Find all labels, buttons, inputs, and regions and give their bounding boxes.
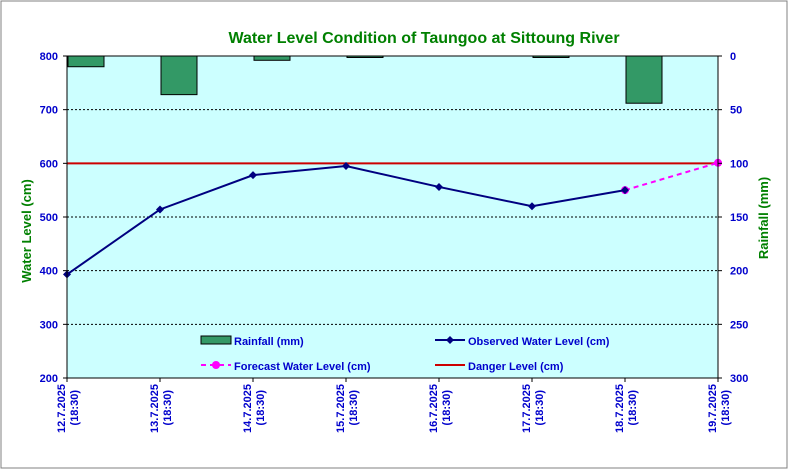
x-tick-label: 13.7.2025 (18:30) — [149, 384, 174, 433]
x-tick-time: (18:30) — [627, 390, 639, 426]
y-left-tick-label: 800 — [40, 51, 58, 63]
x-tick-label: 16.7.2025 (18:30) — [428, 384, 453, 433]
y-right-tick-label: 200 — [730, 266, 748, 278]
legend-observed-marker — [446, 336, 454, 344]
x-tick-time: (18:30) — [534, 390, 546, 426]
x-tick-date: 13.7.2025 — [149, 384, 161, 433]
legend: Rainfall (mm) Observed Water Level (cm) Fo… — [200, 335, 610, 373]
y-left-tick-label: 400 — [40, 266, 58, 278]
x-tick-time: (18:30) — [162, 390, 174, 426]
x-tick-time: (18:30) — [255, 390, 267, 426]
x-tick-date: 18.7.2025 — [614, 384, 626, 433]
y-right-tick-label: 50 — [730, 105, 742, 117]
legend-label: Observed Water Level (cm) — [468, 336, 610, 348]
y-left-tick-label: 200 — [40, 373, 58, 385]
x-tick-date: 12.7.2025 — [56, 384, 68, 433]
observed-point — [435, 182, 443, 191]
x-tick-label: 18.7.2025 (18:30) — [614, 384, 639, 433]
y-axis-left-title: Water Level (cm) — [19, 179, 34, 283]
x-tick-label: 15.7.2025 (18:30) — [335, 384, 360, 433]
y-left-tick-label: 600 — [40, 158, 58, 170]
x-tick-date: 14.7.2025 — [242, 384, 254, 433]
x-tick-time: (18:30) — [441, 390, 453, 426]
y-left-tick-label: 300 — [40, 319, 58, 331]
water-level-lines — [63, 158, 722, 279]
rainfall-bar — [253, 55, 291, 61]
y-axis-right-title: Rainfall (mm) — [756, 177, 771, 259]
observed-point — [621, 186, 629, 195]
legend-rainfall-swatch — [200, 335, 232, 345]
observed-point — [342, 162, 350, 171]
rainfall-bar — [625, 55, 663, 104]
x-tick-date: 16.7.2025 — [428, 384, 440, 433]
rainfall-bar — [160, 55, 198, 96]
x-tick-date: 15.7.2025 — [335, 384, 347, 433]
y-right-tick-label: 0 — [730, 51, 736, 63]
x-tick-time: (18:30) — [69, 390, 81, 426]
forecast-line — [624, 161, 719, 192]
y-left-tick-label: 700 — [40, 105, 58, 117]
y-right-tick-label: 300 — [730, 373, 748, 385]
x-tick-time: (18:30) — [720, 390, 732, 426]
x-tick-label: 17.7.2025 (18:30) — [521, 384, 546, 433]
legend-label: Forecast Water Level (cm) — [234, 361, 371, 373]
x-tick-date: 17.7.2025 — [521, 384, 533, 433]
legend-forecast-marker — [212, 361, 220, 369]
y-right-tick-label: 250 — [730, 319, 748, 331]
observed-point — [249, 171, 257, 180]
y-left-tick-label: 500 — [40, 212, 58, 224]
x-tick-label: 14.7.2025 (18:30) — [242, 384, 267, 433]
rainfall-bar — [67, 55, 105, 68]
x-tick-label: 19.7.2025 (18:30) — [707, 384, 732, 433]
x-tick-date: 19.7.2025 — [707, 384, 719, 433]
legend-label: Danger Level (cm) — [468, 361, 564, 373]
x-tick-time: (18:30) — [348, 390, 360, 426]
legend-label: Rainfall (mm) — [234, 336, 304, 348]
observed-point — [156, 205, 164, 214]
x-tick-label: 12.7.2025 (18:30) — [56, 384, 81, 433]
y-right-tick-label: 150 — [730, 212, 748, 224]
y-right-tick-label: 100 — [730, 158, 748, 170]
observed-point — [528, 202, 536, 211]
chart-title: Water Level Condition of Taungoo at Sitt… — [228, 30, 619, 47]
